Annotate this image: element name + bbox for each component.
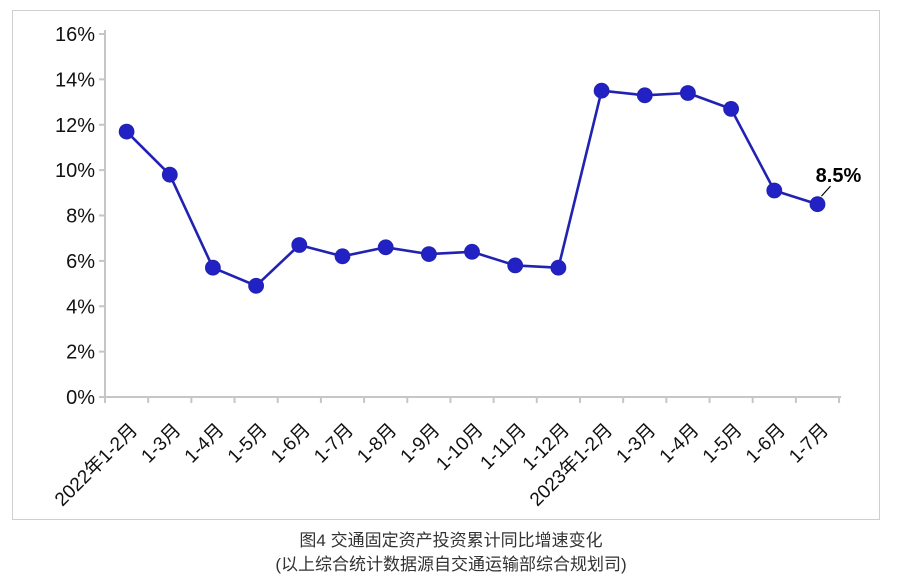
x-tick-label: 1-11月 xyxy=(477,420,531,474)
x-tick-label: 1-10月 xyxy=(432,420,487,475)
data-point xyxy=(723,101,739,117)
y-tick-label: 14% xyxy=(55,69,95,91)
data-point xyxy=(680,85,696,101)
y-tick-label: 16% xyxy=(55,24,95,46)
x-tick-label: 1-3月 xyxy=(613,420,661,468)
data-point xyxy=(421,246,437,263)
data-point xyxy=(464,243,480,260)
x-tick-label: 1-5月 xyxy=(224,420,272,468)
x-tick-label: 1-8月 xyxy=(353,420,401,468)
x-tick-label: 1-3月 xyxy=(138,420,186,468)
data-point xyxy=(593,82,610,99)
y-tick-label: 0% xyxy=(66,387,95,409)
data-point xyxy=(377,239,394,256)
x-tick-label: 2022年1-2月 xyxy=(50,419,142,511)
data-point xyxy=(636,87,653,104)
x-tick-label: 1-7月 xyxy=(785,420,833,468)
x-tick-label: 1-4月 xyxy=(181,420,229,468)
y-tick-label: 6% xyxy=(66,251,95,273)
caption-title: 图4 交通固定资产投资累计同比增速变化 xyxy=(299,531,603,550)
y-tick-label: 10% xyxy=(55,160,95,182)
data-point xyxy=(291,237,308,253)
y-tick-label: 8% xyxy=(66,206,95,228)
figure-caption: 图4 交通固定资产投资累计同比增速变化 (以上综合统计数据源自交通运输部综合规划… xyxy=(0,529,902,577)
y-tick-label: 12% xyxy=(55,115,95,137)
data-point xyxy=(809,196,826,213)
data-point xyxy=(161,166,178,183)
data-point xyxy=(550,259,567,276)
chart-frame: 0% 2% 4% 6% 8% 10% 12% 14% 16% 2022年1-2月 1-3月 1-4月 1… xyxy=(12,10,880,520)
data-point xyxy=(118,123,135,140)
y-tick-label: 4% xyxy=(66,296,95,318)
caption-source: (以上综合统计数据源自交通运输部综合规划司) xyxy=(275,555,627,574)
data-point xyxy=(334,248,351,265)
data-point xyxy=(248,277,265,294)
x-tick-label: 1-7月 xyxy=(310,420,358,468)
x-tick-label: 1-5月 xyxy=(699,420,747,468)
data-point xyxy=(205,259,221,276)
data-point xyxy=(507,257,524,274)
y-tick-label: 2% xyxy=(66,342,95,364)
annotation-leader-line xyxy=(821,185,831,197)
annotation-label: 8.5% xyxy=(816,165,862,187)
line-chart: 0%2%4%6%8%10%12%14%16%2022年1-2月1-3月1-4月1… xyxy=(50,24,862,511)
x-tick-label: 1-6月 xyxy=(267,420,315,468)
x-tick-label: 1-6月 xyxy=(742,420,790,468)
data-point xyxy=(766,182,783,199)
x-tick-label: 1-4月 xyxy=(656,420,704,468)
